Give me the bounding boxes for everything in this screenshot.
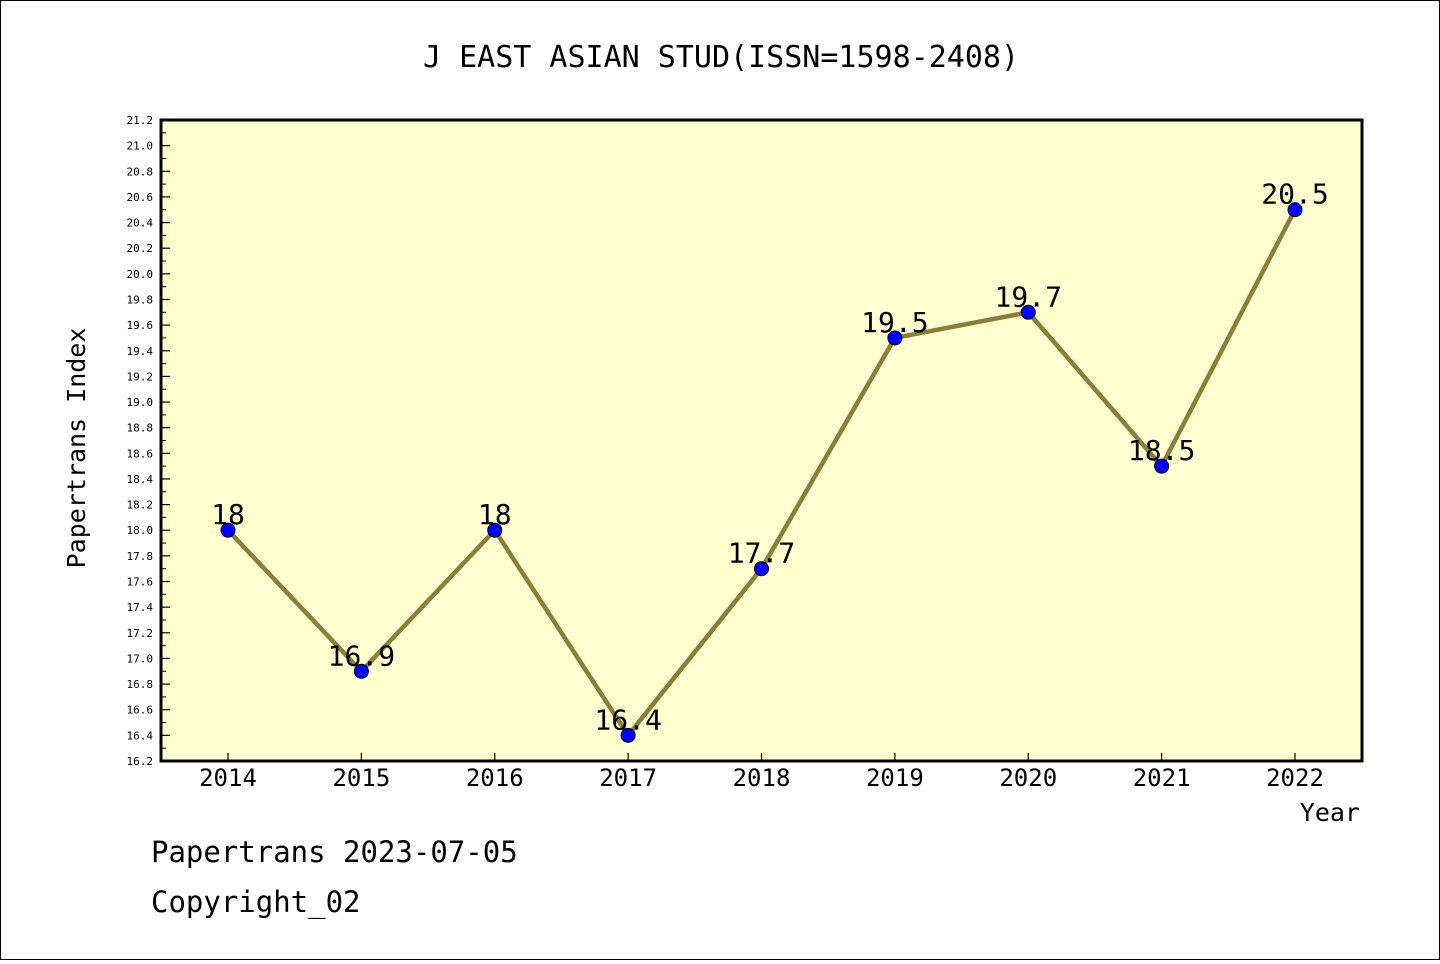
data-point — [1020, 304, 1036, 320]
y-tick-label: 19.2 — [127, 370, 154, 383]
y-tick-label: 19.6 — [127, 319, 154, 332]
data-point — [1287, 202, 1303, 218]
x-tick-label: 2020 — [999, 764, 1057, 792]
x-axis: 2014 2015 2016 2017 2018 2019 2020 2021 2022 — [199, 753, 1324, 792]
data-point — [1154, 458, 1170, 474]
x-axis-title: Year — [1300, 798, 1360, 827]
x-tick-label: 2021 — [1133, 764, 1191, 792]
data-label: 18.5 — [1128, 434, 1195, 467]
plot-area — [159, 118, 1364, 763]
x-tick-label: 2017 — [599, 764, 657, 792]
data-label: 18 — [211, 498, 245, 531]
data-label: 17.7 — [728, 537, 795, 570]
data-label: 16.4 — [594, 703, 661, 736]
y-tick-label: 20.8 — [127, 165, 154, 178]
data-point — [487, 522, 503, 538]
data-label: 20.5 — [1261, 178, 1328, 211]
data-label: 16.9 — [328, 639, 395, 672]
y-tick-label: 17.6 — [127, 576, 154, 589]
y-tick-label: 18.8 — [127, 422, 154, 435]
x-tick-label: 2019 — [866, 764, 924, 792]
x-tick-label: 2022 — [1266, 764, 1324, 792]
footer-copyright: Copyright_02 — [151, 885, 361, 919]
chart-title: J EAST ASIAN STUD(ISSN=1598-2408) — [423, 40, 1019, 75]
y-tick-label: 21.0 — [127, 140, 154, 153]
y-tick-label: 17.2 — [127, 627, 154, 640]
y-tick-label: 19.4 — [127, 345, 154, 358]
y-tick-label: 18.2 — [127, 499, 154, 512]
x-tick-label: 2018 — [733, 764, 791, 792]
data-point — [887, 330, 903, 346]
y-tick-label: 17.8 — [127, 550, 154, 563]
data-label: 19.5 — [861, 306, 928, 339]
data-point — [220, 522, 236, 538]
data-label: 18 — [478, 498, 512, 531]
data-point — [353, 663, 369, 679]
y-tick-label: 20.4 — [127, 217, 154, 230]
series-layer: 18 16.9 18 16.4 17.7 19.5 19.7 18.5 20.5 — [211, 178, 1329, 743]
y-tick-label: 16.6 — [127, 704, 154, 717]
footer-source: Papertrans 2023-07-05 — [151, 835, 518, 869]
y-tick-label: 19.8 — [127, 293, 154, 306]
y-axis-title: Papertrans Index — [62, 328, 91, 569]
y-tick-label: 16.8 — [127, 678, 154, 691]
x-tick-label: 2016 — [466, 764, 524, 792]
y-tick-label: 17.4 — [127, 601, 154, 614]
data-point — [754, 561, 769, 577]
x-tick-label: 2014 — [199, 764, 257, 792]
y-tick-label: 19.0 — [127, 396, 154, 409]
y-tick-label: 18.4 — [127, 473, 154, 486]
x-tick-label: 2015 — [332, 764, 390, 792]
y-tick-label: 16.4 — [127, 729, 154, 742]
y-tick-label: 20.0 — [127, 268, 154, 281]
y-tick-label: 20.2 — [127, 242, 154, 255]
data-label: 19.7 — [995, 280, 1062, 313]
y-tick-label: 20.6 — [127, 191, 154, 204]
data-point — [620, 727, 636, 743]
y-axis: 16.2 16.4 16.6 16.8 17.0 17.2 17.4 17.6 17.8 18.0… — [127, 114, 170, 768]
y-tick-label: 18.6 — [127, 447, 154, 460]
y-tick-label: 21.2 — [127, 114, 154, 127]
y-tick-label: 16.2 — [127, 755, 154, 768]
y-tick-label: 18.0 — [127, 524, 154, 537]
y-tick-label: 17.0 — [127, 652, 154, 665]
